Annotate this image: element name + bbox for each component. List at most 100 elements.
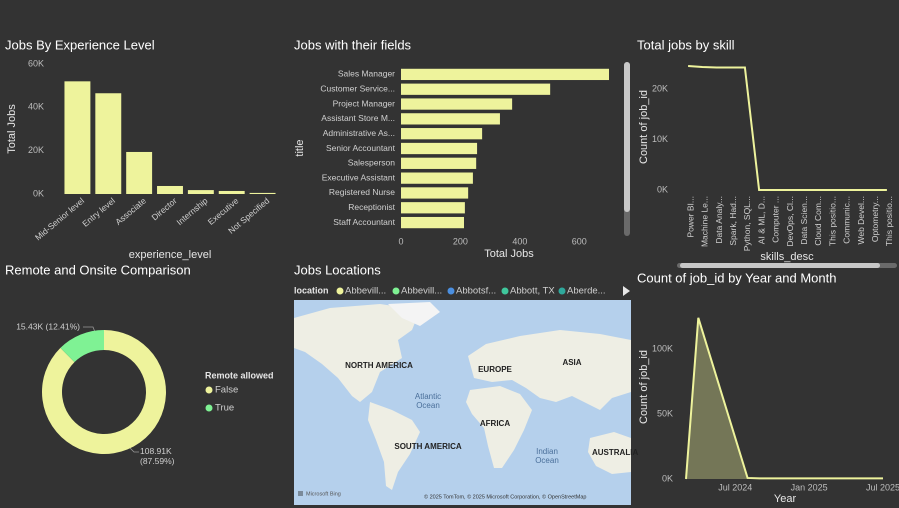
x-tick-label: Data Scien... bbox=[799, 196, 809, 245]
map-label: NORTH AMERICA bbox=[345, 361, 413, 370]
bar bbox=[401, 187, 469, 199]
bar bbox=[401, 68, 609, 81]
y-tick-label: Sales Manager bbox=[338, 69, 395, 79]
x-tick-label: Jul 2024 bbox=[718, 482, 752, 492]
y-tick-label: Customer Service... bbox=[320, 83, 395, 93]
map-label: AUSTRALIA bbox=[592, 448, 638, 457]
map[interactable]: NORTH AMERICA EUROPE ASIA Atlantic Ocean… bbox=[294, 300, 638, 505]
legend-label: True bbox=[215, 403, 234, 414]
chart-title: Jobs with their fields bbox=[294, 37, 412, 52]
scrollbar-thumb[interactable] bbox=[680, 263, 880, 268]
y-axis-label: Count of job_id bbox=[638, 90, 650, 164]
x-tick-label: Power BI... bbox=[685, 196, 695, 238]
y-axis-label: title bbox=[294, 139, 306, 156]
y-tick-label: Salesperson bbox=[348, 158, 396, 168]
x-tick-label: Jan 2025 bbox=[791, 482, 828, 492]
chart-title: Count of job_id by Year and Month bbox=[637, 270, 836, 285]
data-label-box: 108.91K (87.59%) bbox=[140, 446, 175, 466]
map-label: Atlantic bbox=[415, 392, 441, 401]
x-tick-label: Computer ... bbox=[771, 196, 781, 243]
map-land bbox=[468, 330, 631, 410]
bar bbox=[187, 190, 214, 194]
map-label: Ocean bbox=[416, 401, 440, 410]
bar bbox=[218, 190, 245, 194]
y-tick-label: Administrative As... bbox=[323, 128, 395, 138]
x-tick-label: This positio... bbox=[884, 196, 894, 246]
x-tick-label: 600 bbox=[572, 236, 587, 246]
bar bbox=[401, 216, 464, 229]
bar bbox=[249, 192, 276, 194]
legend-title: Remote allowed bbox=[205, 370, 274, 380]
legend-marker bbox=[447, 287, 455, 295]
map-label: AFRICA bbox=[480, 419, 510, 428]
x-axis-label: skills_desc bbox=[760, 251, 814, 263]
y-tick-label: 0K bbox=[657, 184, 668, 194]
bar bbox=[95, 93, 122, 194]
line bbox=[685, 317, 883, 480]
data-label: 15.43K (12.41%) bbox=[16, 321, 80, 331]
x-axis-label: Year bbox=[774, 493, 797, 505]
y-tick-label: Assistant Store M... bbox=[321, 113, 395, 123]
legend-label: False bbox=[215, 385, 238, 396]
x-tick-label: Web Devel... bbox=[856, 196, 866, 245]
legend-marker bbox=[205, 404, 213, 412]
y-tick-label: 50K bbox=[657, 408, 673, 418]
y-tick-label: 0K bbox=[662, 473, 673, 483]
x-tick-label: 0 bbox=[398, 236, 403, 246]
legend-marker bbox=[558, 287, 566, 295]
x-tick-label: Python, SQL... bbox=[742, 196, 752, 251]
map-land bbox=[294, 304, 420, 402]
bar bbox=[401, 157, 477, 169]
chart-title: Jobs By Experience Level bbox=[5, 37, 155, 52]
legend-marker bbox=[501, 287, 509, 295]
donut-slice bbox=[42, 330, 166, 454]
x-tick-label: 400 bbox=[512, 236, 527, 246]
y-tick-label: Executive Assistant bbox=[322, 172, 396, 182]
map-land bbox=[466, 386, 532, 468]
y-tick-label: 100K bbox=[652, 343, 673, 353]
y-tick-label: Receptionist bbox=[348, 202, 395, 212]
bar bbox=[64, 81, 91, 194]
legend-marker bbox=[392, 287, 400, 295]
chart-title: Remote and Onsite Comparison bbox=[5, 262, 191, 277]
y-tick-label: 20K bbox=[28, 145, 44, 155]
x-tick-label: Data Analy... bbox=[714, 196, 724, 244]
bar bbox=[401, 142, 478, 155]
map-land bbox=[588, 432, 631, 474]
x-tick-label: Spark, Had... bbox=[728, 196, 738, 246]
bar bbox=[401, 202, 465, 214]
map-label: Indian bbox=[536, 447, 558, 456]
bar bbox=[157, 185, 183, 194]
chart-title: Jobs Locations bbox=[294, 262, 381, 277]
bar bbox=[401, 128, 483, 140]
x-tick-label: Jul 2025 bbox=[866, 482, 899, 492]
bar bbox=[401, 98, 513, 110]
map-brand: Microsoft Bing bbox=[306, 491, 341, 497]
y-tick-label: Staff Accountant bbox=[333, 217, 395, 227]
y-tick-label: 40K bbox=[28, 102, 44, 112]
x-tick-label: 200 bbox=[453, 236, 468, 246]
y-tick-label: 20K bbox=[652, 84, 668, 94]
y-tick-label: Project Manager bbox=[333, 98, 396, 108]
y-axis-label: Count of job_id bbox=[638, 350, 650, 424]
line bbox=[688, 65, 887, 191]
scrollbar-thumb[interactable] bbox=[624, 62, 630, 212]
legend-label: Abbevill... bbox=[401, 286, 442, 297]
legend-next-arrow[interactable] bbox=[623, 286, 630, 296]
map-attribution: © 2025 TomTom, © 2025 Microsoft Corporat… bbox=[424, 493, 586, 500]
y-tick-label: Registered Nurse bbox=[329, 187, 395, 197]
x-tick-label: This positio... bbox=[827, 196, 837, 246]
y-tick-label: 60K bbox=[28, 58, 44, 68]
legend-label: Abbott, TX bbox=[510, 286, 555, 297]
x-tick-label: Communic... bbox=[842, 196, 852, 244]
map-land bbox=[388, 302, 440, 326]
legend-marker bbox=[336, 287, 344, 295]
x-tick-label: AI & ML, D... bbox=[756, 196, 766, 244]
bar bbox=[126, 151, 153, 194]
y-tick-label: Senior Accountant bbox=[326, 143, 396, 153]
legend-marker bbox=[205, 386, 213, 394]
y-tick-label: 10K bbox=[652, 134, 668, 144]
map-land bbox=[368, 402, 420, 490]
donut-slice bbox=[60, 330, 104, 363]
y-tick-label: 0K bbox=[33, 188, 44, 198]
